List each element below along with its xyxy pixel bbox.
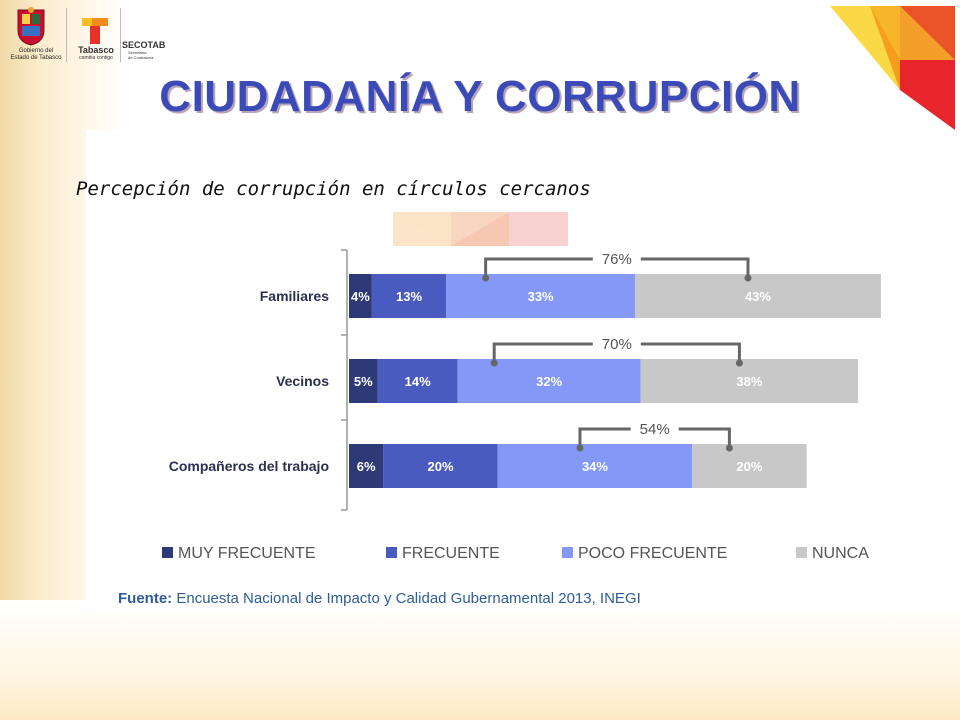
legend-label: NUNCA: [812, 545, 869, 562]
divider: [120, 8, 121, 62]
state-seal-icon: [17, 7, 45, 46]
bar-segment: [446, 274, 635, 318]
annotation-bg: [592, 249, 641, 267]
bar-segment: [377, 359, 458, 403]
data-label: 38%: [736, 374, 762, 389]
chart-subtitle: Percepción de corrupción en círculos cer…: [76, 178, 591, 200]
bar-segment: [371, 274, 447, 318]
bar-segment: [640, 359, 859, 403]
data-label: 4%: [351, 289, 370, 304]
data-label: 34%: [582, 459, 608, 474]
data-label: 13%: [396, 289, 422, 304]
page-title: CIUDADANÍA Y CORRUPCIÓN: [159, 72, 801, 121]
annotation-label: 70%: [602, 336, 632, 353]
tabasco-wordmark: Tabasco cambia contigo: [68, 45, 124, 62]
legend-swatch: [386, 547, 397, 558]
annotation-bg: [630, 419, 679, 437]
bar-segment: [349, 359, 378, 403]
bar-segment: [349, 444, 384, 488]
data-label: 33%: [528, 289, 554, 304]
data-label: 20%: [428, 459, 454, 474]
legend-label: FRECUENTE: [402, 545, 500, 562]
annotation-bg: [592, 334, 641, 352]
annotation-dot: [725, 444, 733, 452]
category-label: Compañeros del trabajo: [169, 458, 329, 474]
bar-segment: [497, 444, 693, 488]
secotab-logo: SECOTAB Secretaría de Contraloría: [122, 40, 165, 60]
corner-decoration: [830, 6, 955, 130]
source-text: Encuesta Nacional de Impacto y Calidad G…: [176, 590, 641, 607]
logo-area: Gobierno del Estado de Tabasco Tabasco c…: [4, 2, 194, 66]
annotation-dot: [735, 359, 743, 367]
bar-segment: [349, 274, 372, 318]
background-bottom: [0, 600, 960, 720]
bar-segment: [692, 444, 807, 488]
legend-swatch: [162, 547, 173, 558]
gov-caption: Gobierno del Estado de Tabasco: [6, 48, 66, 62]
bar-segment: [635, 274, 881, 318]
subtitle-decoration: [393, 212, 568, 246]
gov-caption-line2: Estado de Tabasco: [10, 55, 62, 61]
secotab-line1: Secretaría: [128, 50, 147, 55]
source-label: Fuente:: [118, 590, 173, 607]
legend-swatch: [562, 547, 573, 558]
bar-segment: [383, 444, 498, 488]
data-label: 6%: [357, 459, 376, 474]
source-note: Fuente: Encuesta Nacional de Impacto y C…: [118, 590, 641, 607]
legend-label: MUY FRECUENTE: [178, 545, 316, 562]
tabasco-tagline: cambia contigo: [79, 55, 113, 61]
annotation-dot: [482, 274, 490, 282]
legend-swatch: [796, 547, 807, 558]
data-label: 32%: [536, 374, 562, 389]
legend-label: POCO FRECUENTE: [578, 545, 727, 562]
data-label: 43%: [745, 289, 771, 304]
gov-caption-line1: Gobierno del: [18, 48, 54, 54]
data-label: 5%: [354, 374, 373, 389]
annotation-label: 54%: [640, 421, 670, 438]
secotab-line2: de Contraloría: [128, 55, 154, 60]
tabasco-name: Tabasco: [78, 45, 114, 55]
annotation-dot: [490, 359, 498, 367]
annotation-dot: [744, 274, 752, 282]
tabasco-logo-icon: [82, 18, 108, 44]
secotab-name: SECOTAB: [122, 40, 166, 50]
data-label: 20%: [736, 459, 762, 474]
category-label: Familiares: [260, 288, 329, 304]
annotation-dot: [576, 444, 584, 452]
annotation-label: 76%: [602, 251, 632, 268]
category-label: Vecinos: [276, 373, 329, 389]
data-label: 14%: [405, 374, 431, 389]
bar-segment: [457, 359, 641, 403]
divider: [66, 8, 67, 62]
